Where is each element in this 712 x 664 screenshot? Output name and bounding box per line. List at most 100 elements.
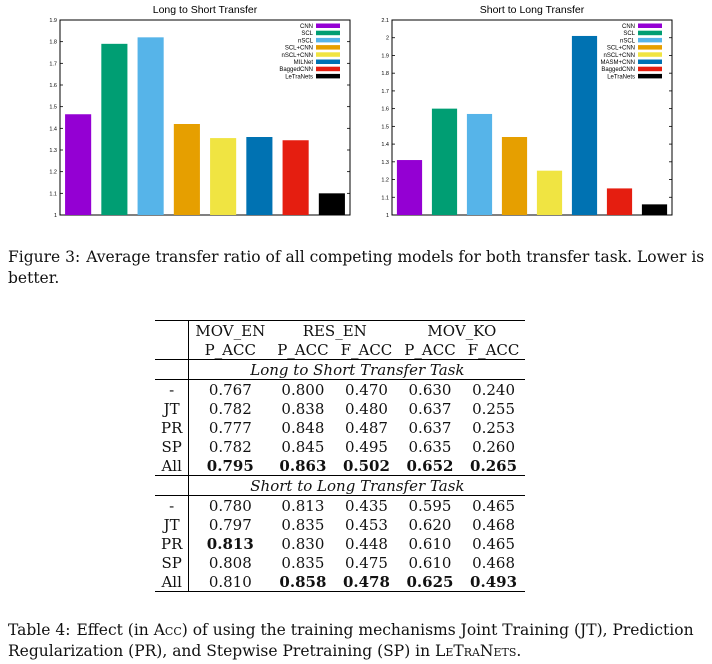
legend-swatch — [638, 30, 662, 36]
table-cell: 0.625 — [398, 572, 462, 592]
table-row: P_ACC P_ACC F_ACC P_ACC F_ACC — [155, 340, 525, 360]
table-row: -0.780 0.813 0.435 0.595 0.465 — [155, 495, 526, 515]
header-metric-text: P_ACC — [277, 340, 329, 359]
table-row: -0.767 0.800 0.470 0.630 0.240 — [155, 379, 526, 399]
table-cell: 0.813 — [271, 495, 335, 515]
table-cell: 0.465 — [472, 534, 516, 553]
y-tick-label: 1.6 — [49, 83, 57, 89]
y-tick-label: 1 — [54, 213, 57, 219]
table-cell: 0.800 — [271, 379, 335, 399]
row-label: - — [155, 495, 190, 515]
table-cell: 0.830 — [281, 534, 325, 553]
bar-milnet — [246, 137, 273, 215]
row-label: JT — [155, 399, 190, 418]
header-dataset: MOV_KO — [398, 320, 526, 340]
table-cell: 0.780 — [188, 495, 272, 515]
table-cell: 0.265 — [470, 456, 518, 475]
figure-caption: Figure 3: Average transfer ratio of all c… — [8, 247, 708, 289]
bar-scl — [431, 108, 458, 215]
bar-baggedcnn — [606, 188, 633, 215]
bar-scl-cnn — [501, 137, 528, 215]
y-tick-label: 2.1 — [381, 18, 389, 24]
long-to-short-chart: Long to Short Transfer 1 1.1 1.2 1.3 1.4 1.5 1.… — [49, 4, 351, 219]
section-title: Short to Long Transfer Task — [188, 475, 526, 496]
table-caption-metric: Acc — [153, 621, 182, 639]
y-tick-label: 1.9 — [381, 53, 389, 59]
bar-cnn — [65, 114, 92, 215]
table-cell: 0.487 — [344, 418, 388, 437]
bar-scl — [101, 43, 128, 216]
table-cell: 0.782 — [208, 437, 252, 456]
table-cell: 0.610 — [408, 553, 452, 572]
figure-caption-text: Average transfer ratio of all competing … — [8, 248, 705, 287]
table-cell: 0.863 — [279, 456, 327, 475]
table-cell: 0.782 — [208, 399, 252, 418]
table-cell: 0.858 — [271, 572, 335, 592]
table-cell: 0.848 — [281, 418, 325, 437]
legend-label: BaggedCNN — [279, 67, 313, 73]
legend-label: CNN — [622, 24, 635, 30]
table-cell: 0.255 — [472, 399, 516, 418]
header-dataset-text: RES_EN — [302, 321, 367, 340]
table-cell: 0.495 — [344, 437, 388, 456]
bar-nscl — [137, 37, 164, 216]
bar-scl-cnn — [173, 124, 200, 215]
table-cell: 0.637 — [408, 418, 452, 437]
header-dataset: RES_EN — [271, 320, 399, 340]
table-cell: 0.630 — [398, 379, 462, 399]
table-caption-text-2: ) of using the training mechanisms Joint… — [8, 621, 694, 660]
y-tick-label: 1.2 — [381, 178, 389, 184]
table-row: All 0.795 0.863 0.502 0.652 0.265 — [155, 456, 525, 476]
table-row: All 0.810 0.858 0.478 0.625 0.493 — [155, 572, 526, 592]
plot-frame — [391, 19, 673, 216]
legend-label: LeTraNets — [607, 74, 635, 80]
table-cell: 0.468 — [472, 553, 516, 572]
chart-title: Short to Long Transfer — [480, 4, 585, 16]
legend-swatch — [316, 52, 340, 57]
header-metric-text: F_ACC — [340, 340, 393, 359]
y-tick-label: 1.3 — [381, 160, 389, 166]
header-metric: P_ACC — [398, 340, 461, 360]
table-cell: 0.240 — [461, 379, 526, 399]
legend-label: SCL+CNN — [285, 46, 313, 52]
table-cell: 0.810 — [188, 572, 272, 592]
y-tick-label: 1 — [386, 213, 389, 219]
table-row: SP 0.808 0.835 0.475 0.610 0.468 — [155, 553, 525, 572]
legend-swatch — [638, 73, 662, 79]
table-cell: 0.777 — [208, 418, 252, 437]
legend-label: nSCL — [298, 38, 314, 44]
y-tick-label: 1.5 — [381, 124, 389, 130]
legend-label: SCL — [623, 31, 635, 37]
row-label: SP — [155, 437, 190, 456]
y-tick-label: 1.4 — [49, 126, 57, 132]
y-tick-label: 1.8 — [49, 40, 57, 46]
legend-label: LeTraNets — [285, 74, 313, 80]
corner-cell — [155, 320, 190, 340]
y-tick-label: 1.7 — [49, 61, 57, 67]
table-cell: 0.795 — [206, 456, 254, 475]
row-label: SP — [155, 553, 190, 572]
row-label: PR — [155, 534, 190, 553]
bar-baggedcnn — [282, 140, 309, 215]
table-cell: 0.635 — [408, 437, 452, 456]
table-cell: 0.493 — [461, 572, 526, 592]
table-cell: 0.468 — [472, 515, 516, 534]
legend-swatch — [638, 52, 662, 57]
table-row: Long to Short Transfer Task — [155, 359, 526, 380]
header-metric-text: P_ACC — [404, 340, 456, 359]
table-row: MOV_EN RES_EN MOV_KO — [155, 320, 526, 340]
legend-label: BaggedCNN — [601, 67, 635, 73]
header-dataset-text: MOV_EN — [195, 321, 266, 340]
figure-caption-label: Figure 3: — [8, 248, 81, 266]
y-tick-label: 1.9 — [49, 18, 57, 24]
legend-swatch — [316, 59, 340, 64]
legend-swatch — [316, 30, 340, 36]
legend-label: MASM+CNN — [600, 60, 635, 66]
table-caption: Table 4: Effect (in Acc) of using the tra… — [8, 620, 708, 662]
table-cell: 0.835 — [281, 515, 325, 534]
table-cell: 0.845 — [281, 437, 325, 456]
table-row: JT 0.797 0.835 0.453 0.620 0.468 — [155, 515, 525, 534]
legend-label: SCL+CNN — [607, 46, 635, 52]
y-tick-label: 1.2 — [49, 170, 57, 176]
header-metric: P_ACC — [189, 340, 271, 360]
